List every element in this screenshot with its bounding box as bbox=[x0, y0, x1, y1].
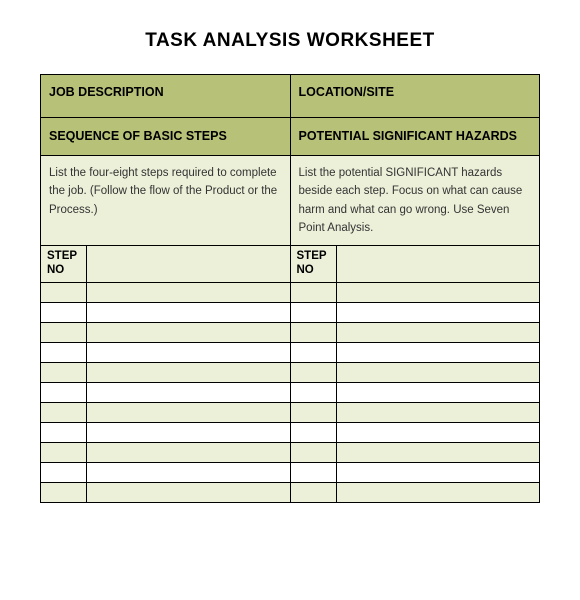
instructions-row: List the four-eight steps required to co… bbox=[41, 155, 540, 246]
table-row bbox=[41, 363, 540, 383]
table-row bbox=[41, 463, 540, 483]
table-row bbox=[41, 343, 540, 363]
header-row-1: JOB DESCRIPTION LOCATION/SITE bbox=[41, 75, 540, 118]
step-body-header-right bbox=[336, 246, 540, 283]
table-row bbox=[41, 383, 540, 403]
step-no-header-right: STEP NO bbox=[290, 246, 336, 283]
instructions-left: List the four-eight steps required to co… bbox=[41, 155, 291, 246]
table-row bbox=[41, 443, 540, 463]
step-header-row: STEP NO STEP NO bbox=[41, 246, 540, 283]
table-row bbox=[41, 483, 540, 503]
instructions-right: List the potential SIGNIFICANT hazards b… bbox=[290, 155, 540, 246]
table-row bbox=[41, 423, 540, 443]
worksheet-table: JOB DESCRIPTION LOCATION/SITE SEQUENCE O… bbox=[40, 74, 540, 503]
job-description-header: JOB DESCRIPTION bbox=[41, 75, 291, 118]
worksheet-title: TASK ANALYSIS WORKSHEET bbox=[40, 30, 540, 52]
location-site-header: LOCATION/SITE bbox=[290, 75, 540, 118]
potential-hazards-header: POTENTIAL SIGNIFICANT HAZARDS bbox=[290, 118, 540, 156]
table-row bbox=[41, 283, 540, 303]
sequence-steps-header: SEQUENCE OF BASIC STEPS bbox=[41, 118, 291, 156]
table-row bbox=[41, 303, 540, 323]
header-row-2: SEQUENCE OF BASIC STEPS POTENTIAL SIGNIF… bbox=[41, 118, 540, 156]
table-row bbox=[41, 323, 540, 343]
step-body-header-left bbox=[87, 246, 291, 283]
step-no-header-left: STEP NO bbox=[41, 246, 87, 283]
table-row bbox=[41, 403, 540, 423]
